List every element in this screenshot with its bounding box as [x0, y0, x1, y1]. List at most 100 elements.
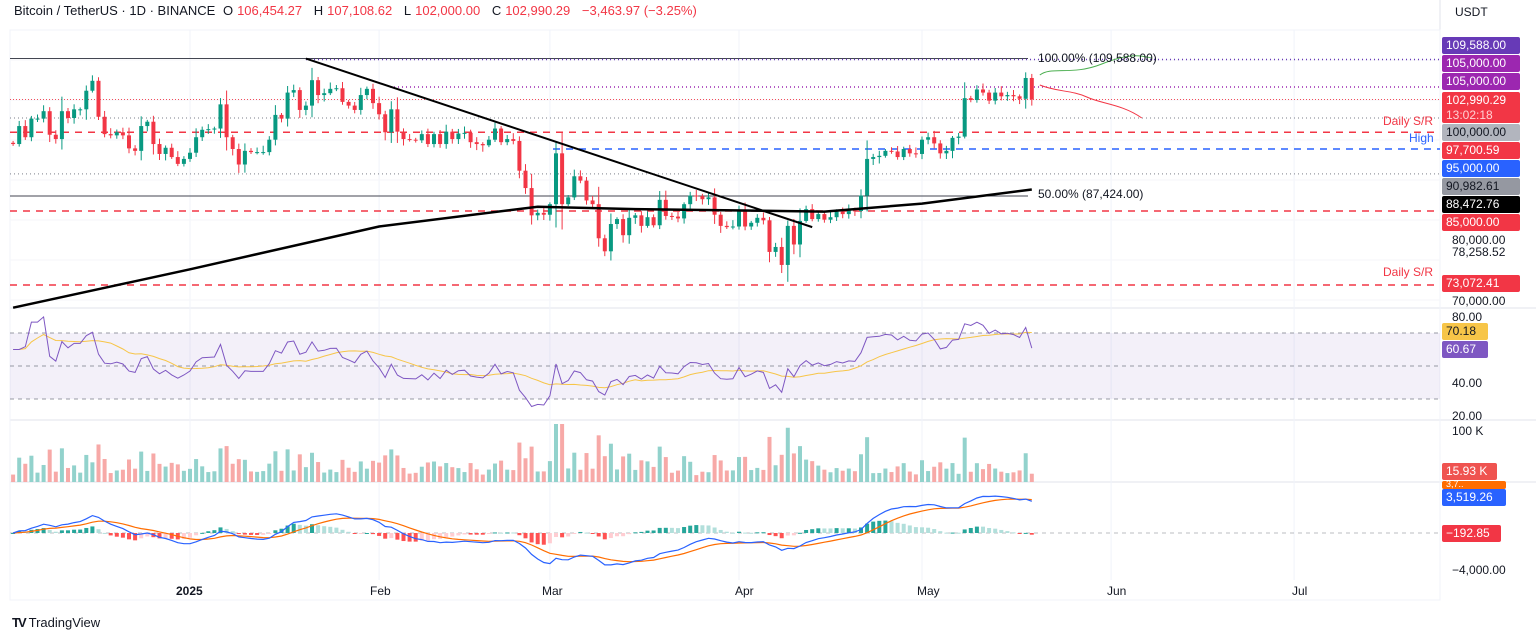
candle-body — [773, 246, 778, 252]
volume-bar — [90, 462, 95, 482]
volume-bar — [615, 469, 619, 482]
macd-histogram-bar — [242, 533, 247, 535]
volume-bar — [486, 469, 491, 482]
candle-body — [151, 121, 156, 145]
volume-bar — [560, 424, 565, 482]
rsi-ma-line — [13, 331, 1032, 389]
candle-body — [383, 114, 388, 133]
macd-histogram-bar — [181, 533, 186, 539]
volume-bar — [663, 457, 668, 482]
candle-body — [932, 137, 937, 144]
volume-bar — [499, 460, 504, 482]
candle-body — [316, 80, 321, 96]
price-label-85k: 85,000.00 — [1442, 214, 1520, 231]
symbol-title[interactable]: Bitcoin / TetherUS · 1D · BINANCE — [14, 3, 216, 18]
volume-bar — [407, 473, 412, 482]
volume-bar — [810, 461, 815, 482]
price-label-current: 102,990.29 — [1442, 92, 1520, 108]
candle-body — [779, 246, 784, 265]
macd-histogram-bar — [157, 533, 162, 539]
volume-bar — [694, 475, 699, 482]
candle-body — [486, 139, 491, 146]
macd-histogram-bar — [755, 532, 760, 534]
volume-bar — [352, 471, 357, 482]
macd-histogram-bar — [108, 533, 113, 536]
volume-bar — [566, 468, 571, 482]
macd-histogram-bar — [718, 529, 723, 533]
candle-body — [358, 95, 363, 110]
volume-bar — [773, 465, 778, 482]
candle-body — [608, 224, 613, 252]
tradingview-logo[interactable]: TV TradingView — [12, 615, 100, 630]
volume-bar — [785, 427, 790, 482]
macd-histogram-bar — [517, 533, 522, 536]
macd-histogram-bar — [639, 531, 644, 533]
rsi-ma-label: 70.18 — [1442, 323, 1488, 340]
time-tick-mar: Mar — [542, 584, 563, 598]
macd-histogram-bar — [828, 528, 833, 533]
candle-body — [102, 116, 107, 135]
macd-histogram-bar — [572, 533, 577, 534]
close-value: 102,990.29 — [505, 3, 571, 18]
macd-histogram-bar — [535, 533, 540, 545]
candle-body — [590, 200, 595, 205]
volume-bar — [938, 462, 943, 482]
macd-histogram-bar — [1017, 533, 1022, 534]
volume-bar — [401, 467, 406, 482]
candle-body — [279, 114, 284, 119]
macd-signal-line — [13, 498, 1032, 563]
time-tick-2025: 2025 — [176, 584, 203, 598]
volume-bar — [322, 472, 327, 482]
candle-body — [401, 131, 406, 140]
candle-body — [72, 109, 77, 118]
candle-body — [212, 128, 217, 130]
macd-signal-label: 3,7.. — [1442, 481, 1506, 489]
candle-body — [493, 128, 497, 140]
volume-bar — [35, 472, 40, 482]
candle-body — [1011, 95, 1016, 97]
volume-bar — [72, 465, 77, 482]
candle-body — [297, 90, 302, 110]
candle-body — [987, 92, 992, 101]
candle-body — [810, 209, 815, 220]
volume-bar — [395, 455, 400, 482]
candle-body — [791, 225, 796, 245]
volume-bar — [950, 463, 955, 482]
volume-bar — [993, 468, 998, 482]
fib-50-label: 50.00% (87,424.00) — [1038, 187, 1144, 201]
price-label-90982: 90,982.61 — [1442, 178, 1520, 195]
volume-bar — [163, 466, 168, 482]
macd-histogram-bar — [486, 533, 491, 535]
volume-bar — [700, 471, 705, 482]
macd-histogram-bar — [694, 525, 699, 533]
volume-bar — [493, 463, 497, 482]
volume-bar — [444, 463, 449, 482]
rsi-tick-20: 20.00 — [1452, 409, 1483, 423]
volume-bar — [102, 458, 107, 482]
volume-bar — [200, 466, 205, 482]
macd-histogram-bar — [987, 528, 992, 533]
volume-bar — [798, 446, 802, 482]
candle-body — [852, 210, 857, 212]
macd-histogram-bar — [413, 533, 418, 542]
volume-bar — [767, 436, 772, 482]
volume-bar — [328, 469, 333, 482]
bearish-projection-curve — [1039, 84, 1143, 119]
volume-bar — [932, 466, 937, 482]
macd-histogram-bar — [554, 533, 558, 537]
macd-histogram-bar — [822, 528, 827, 533]
volume-bar — [456, 468, 461, 482]
candle-body — [840, 211, 845, 215]
macd-histogram-bar — [737, 531, 741, 533]
macd-histogram-bar — [883, 520, 888, 533]
currency-label[interactable]: USDT — [1455, 5, 1488, 19]
volume-bar — [645, 461, 650, 482]
macd-histogram-bar — [389, 533, 394, 539]
volume-bar — [96, 444, 101, 482]
volume-bar — [181, 470, 186, 482]
candle-body — [145, 121, 150, 127]
volume-bar — [834, 468, 839, 482]
time-tick-apr: Apr — [735, 584, 754, 598]
volume-bar — [877, 472, 882, 482]
